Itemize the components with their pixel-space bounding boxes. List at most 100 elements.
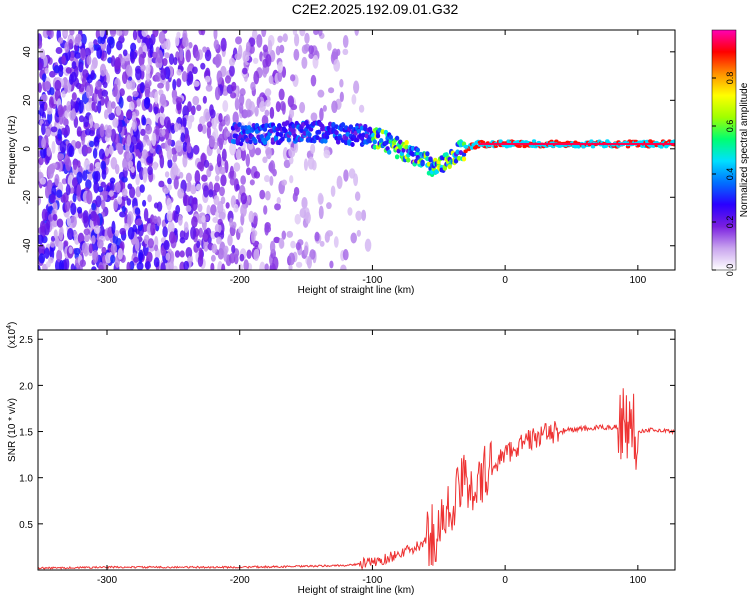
spectrogram-cell: [127, 226, 135, 240]
spectrogram-cell: [229, 177, 236, 186]
spectrogram-cell: [74, 36, 81, 46]
spectrogram-cell: [144, 79, 152, 88]
colorbar-tick-label: 0.4: [725, 168, 735, 181]
spectrogram-cell: [41, 123, 46, 136]
spectrogram-cell: [160, 68, 167, 81]
spectrogram-cell: [91, 266, 97, 270]
spectrogram-cell: [91, 101, 96, 111]
spectrogram-cell: [84, 128, 92, 136]
spectrogram-ridge-cell: [425, 151, 430, 157]
spectrogram-cell: [135, 68, 142, 81]
spectrogram-cell: [64, 200, 71, 212]
spectrogram-cell: [38, 264, 41, 270]
spectrogram-cell: [301, 196, 308, 209]
spectrogram-cell: [83, 234, 90, 243]
spectrogram-y-axis: -40 -20 0 20 40: [22, 46, 675, 253]
spectrogram-cell: [231, 244, 236, 254]
spectrogram-cell: [250, 81, 256, 91]
spectrogram-cell: [151, 132, 157, 147]
spectrogram-cell: [273, 236, 281, 244]
spectrogram-cell: [125, 110, 133, 119]
spectrogram-cell: [275, 45, 281, 56]
spectrogram-cell: [229, 165, 235, 180]
spectrogram-cell: [50, 126, 58, 133]
spectrogram-cell: [63, 257, 70, 270]
snr-y-axis: 0.5 1.0 1.5 2.0 2.5: [19, 335, 675, 531]
spectrogram-cell: [163, 116, 171, 129]
spectrogram-cell: [313, 30, 319, 36]
spectrogram-cell: [92, 148, 98, 159]
spectrogram-cell: [288, 147, 296, 158]
spectrogram-cell: [66, 227, 74, 240]
spectrogram-cell: [145, 64, 151, 74]
spectrogram-ridge-cell: [304, 120, 309, 126]
spectrogram-ridge-cell: [348, 124, 354, 130]
spectrogram-ridge-cell: [531, 139, 537, 143]
spectrogram-cell: [190, 226, 197, 240]
spectrogram-cell: [88, 140, 95, 148]
spectrogram-cell: [308, 52, 314, 59]
spectrogram-cell: [149, 91, 155, 98]
spectrogram-cell: [82, 69, 89, 79]
spectrogram-cell: [41, 73, 47, 82]
spectrogram-cell: [185, 49, 192, 63]
spectrogram-ridge-cell: [401, 147, 406, 153]
spectrogram-cell: [276, 196, 282, 205]
spectrogram-cell: [75, 140, 82, 149]
spectrogram-cell: [118, 35, 125, 44]
spectrogram-cell: [210, 204, 217, 216]
spectrogram-cell: [119, 211, 126, 218]
spectrogram-cell: [108, 190, 114, 197]
spectrogram-cell: [110, 128, 117, 143]
spectrogram-cell: [306, 256, 312, 269]
spectrogram-ridge-cell: [378, 138, 384, 144]
spectrogram-cell: [140, 128, 146, 136]
spectrogram-cell: [205, 84, 213, 92]
spectrogram-cell: [71, 61, 77, 70]
spectrogram-cell: [174, 250, 181, 258]
spectrogram-cell: [358, 104, 365, 113]
spectrogram-cell: [109, 30, 117, 38]
spectrogram-cell: [101, 169, 107, 180]
spectrogram-cell: [251, 30, 258, 40]
spectrogram-cell: [38, 253, 46, 264]
spectrogram-cell: [160, 262, 166, 270]
spectrogram-cell: [185, 246, 193, 259]
spectrogram-cell: [99, 225, 105, 239]
spectrogram-cell: [129, 186, 136, 199]
spectrogram-ridge-cell: [415, 147, 421, 153]
spectrogram-cell: [261, 30, 267, 38]
spectrogram-cell: [167, 184, 173, 191]
spectrogram-cell: [76, 126, 82, 137]
spectrogram-cell: [269, 175, 274, 186]
spectrogram-cell: [327, 41, 332, 51]
spectrogram-cell: [135, 218, 143, 226]
spectrogram-cell: [163, 187, 170, 194]
spectrogram-cell: [38, 234, 44, 245]
spectrogram-cell: [213, 195, 220, 206]
spectrogram-cell: [80, 47, 86, 61]
spectrogram-cell: [114, 163, 120, 175]
spectrogram-cell: [199, 162, 205, 172]
spectrogram-cell: [213, 39, 219, 50]
spectrogram-cell: [237, 263, 244, 270]
spectrogram-cell: [259, 189, 266, 200]
spectrogram-cell: [115, 105, 122, 116]
spectrogram-cell: [204, 49, 212, 62]
spectrogram-cell: [56, 189, 63, 198]
spectrogram-ridge-cell: [420, 161, 425, 167]
spectrogram-cell: [190, 184, 197, 195]
spectrogram-cell: [201, 124, 207, 135]
spectrogram-cell: [248, 142, 254, 150]
spectrogram-cell: [90, 69, 95, 79]
spectrogram-cell: [294, 213, 301, 225]
spectrogram-cell: [45, 261, 51, 268]
spectrogram-cell: [229, 217, 234, 228]
spectrogram-cell: [152, 30, 159, 38]
spectrogram-cell: [50, 235, 56, 242]
spectrogram-cell: [100, 199, 106, 210]
spectrogram-cell: [146, 138, 151, 146]
spectrogram-ridge-cell: [394, 154, 400, 160]
spectrogram-cell: [229, 92, 237, 99]
